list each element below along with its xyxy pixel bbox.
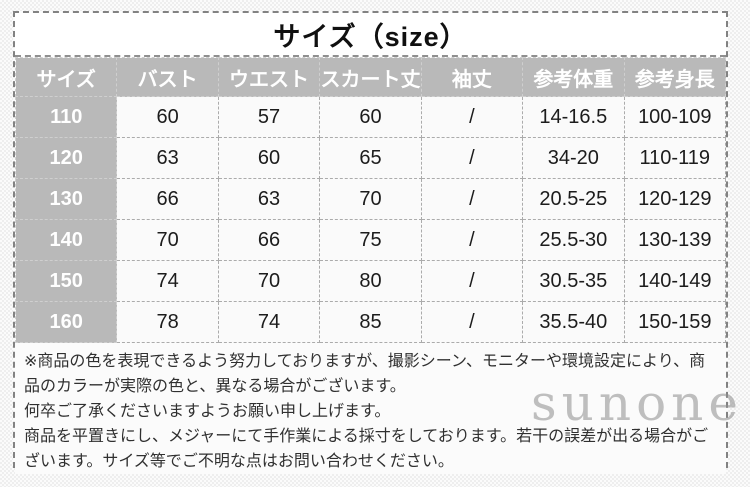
table-cell: /	[420, 178, 524, 220]
title-bar: サイズ（size）	[15, 13, 726, 57]
table-cell: 66	[217, 219, 321, 261]
table-cell: 57	[217, 96, 321, 138]
table-cell: /	[420, 96, 524, 138]
table-cell: 25.5-30	[522, 219, 625, 261]
table-body: 110 60 57 60/14-16.5 100-109 120 63 60 65/34-20 1…	[14, 96, 727, 343]
table-cell: 75	[319, 219, 422, 261]
table-cell: 60	[116, 96, 219, 138]
column-header: 参考体重	[522, 57, 625, 97]
table-cell: 78	[116, 301, 219, 343]
table-cell: 20.5-25	[522, 178, 625, 220]
notes-section: sunone ※商品の色を表現できるよう努力しておりますが、撮影シーン、モニター…	[15, 343, 738, 474]
table-cell: 14-16.5	[522, 96, 625, 138]
size-table: サイズ バスト ウエスト スカート丈 袖丈 参考体重 参考身長 110 60 57 60/14-1…	[14, 57, 727, 343]
table-cell: 74	[116, 260, 219, 302]
table-cell: 65	[319, 137, 422, 179]
table-cell: 34-20	[522, 137, 625, 179]
column-header: サイズ	[14, 57, 118, 97]
table-row: 150 74 70 80/30.5-35 140-149	[14, 260, 727, 302]
table-cell: 35.5-40	[522, 301, 625, 343]
table-row: 140 70 66 75/25.5-30 130-139	[14, 219, 727, 261]
table-cell: /	[420, 137, 524, 179]
table-cell: 74	[217, 301, 321, 343]
note-line: ※商品の色を表現できるよう努力しておりますが、撮影シーン、モニターや環境設定によ…	[24, 353, 706, 395]
table-cell: 60	[217, 137, 321, 179]
column-header: 参考身長	[623, 57, 727, 97]
table-cell: 30.5-35	[522, 260, 625, 302]
table-cell: 60	[319, 96, 422, 138]
table-cell: /	[420, 260, 524, 302]
table-cell: 130-139	[623, 219, 727, 261]
table-cell: 120-129	[623, 178, 727, 220]
row-label: 120	[14, 137, 118, 179]
row-label: 150	[14, 260, 118, 302]
page-title: サイズ（size）	[273, 21, 468, 52]
table-row: 130 66 63 70/20.5-25 120-129	[14, 178, 727, 220]
row-label: 160	[14, 301, 118, 343]
table-cell: 63	[116, 137, 219, 179]
table-cell: 100-109	[623, 96, 727, 138]
size-chart-panel: サイズ（size） サイズ バスト ウエスト スカート丈 袖丈 参考体重 参考身長 110 6…	[13, 11, 738, 474]
note-line: 商品を平置きにし、メジャーにて手作業による採寸をしております。若干の誤差が出る場…	[24, 428, 709, 470]
table-row: 120 63 60 65/34-20 110-119	[14, 137, 727, 179]
table-header-row: サイズ バスト ウエスト スカート丈 袖丈 参考体重 参考身長	[14, 57, 727, 97]
table-cell: 150-159	[623, 301, 727, 343]
column-header: 袖丈	[420, 57, 524, 97]
table-cell: 140-149	[623, 260, 727, 302]
table-cell: 63	[217, 178, 321, 220]
row-label: 110	[14, 96, 118, 138]
table-cell: 85	[319, 301, 422, 343]
table-row: 160 78 74 85/35.5-40 150-159	[14, 301, 727, 343]
row-label: 130	[14, 178, 118, 220]
table-cell: 110-119	[623, 137, 727, 179]
table-cell: /	[420, 219, 524, 261]
row-label: 140	[14, 219, 118, 261]
table-row: 110 60 57 60/14-16.5 100-109	[14, 96, 727, 138]
table-cell: /	[420, 301, 524, 343]
column-header: スカート丈	[319, 57, 422, 97]
table-cell: 70	[217, 260, 321, 302]
table-cell: 80	[319, 260, 422, 302]
column-header: ウエスト	[217, 57, 321, 97]
table-cell: 70	[116, 219, 219, 261]
table-cell: 66	[116, 178, 219, 220]
table-cell: 70	[319, 178, 422, 220]
column-header: バスト	[116, 57, 219, 97]
note-line: 何卒ご了承くださいますようお願い申し上げます。	[24, 403, 391, 420]
